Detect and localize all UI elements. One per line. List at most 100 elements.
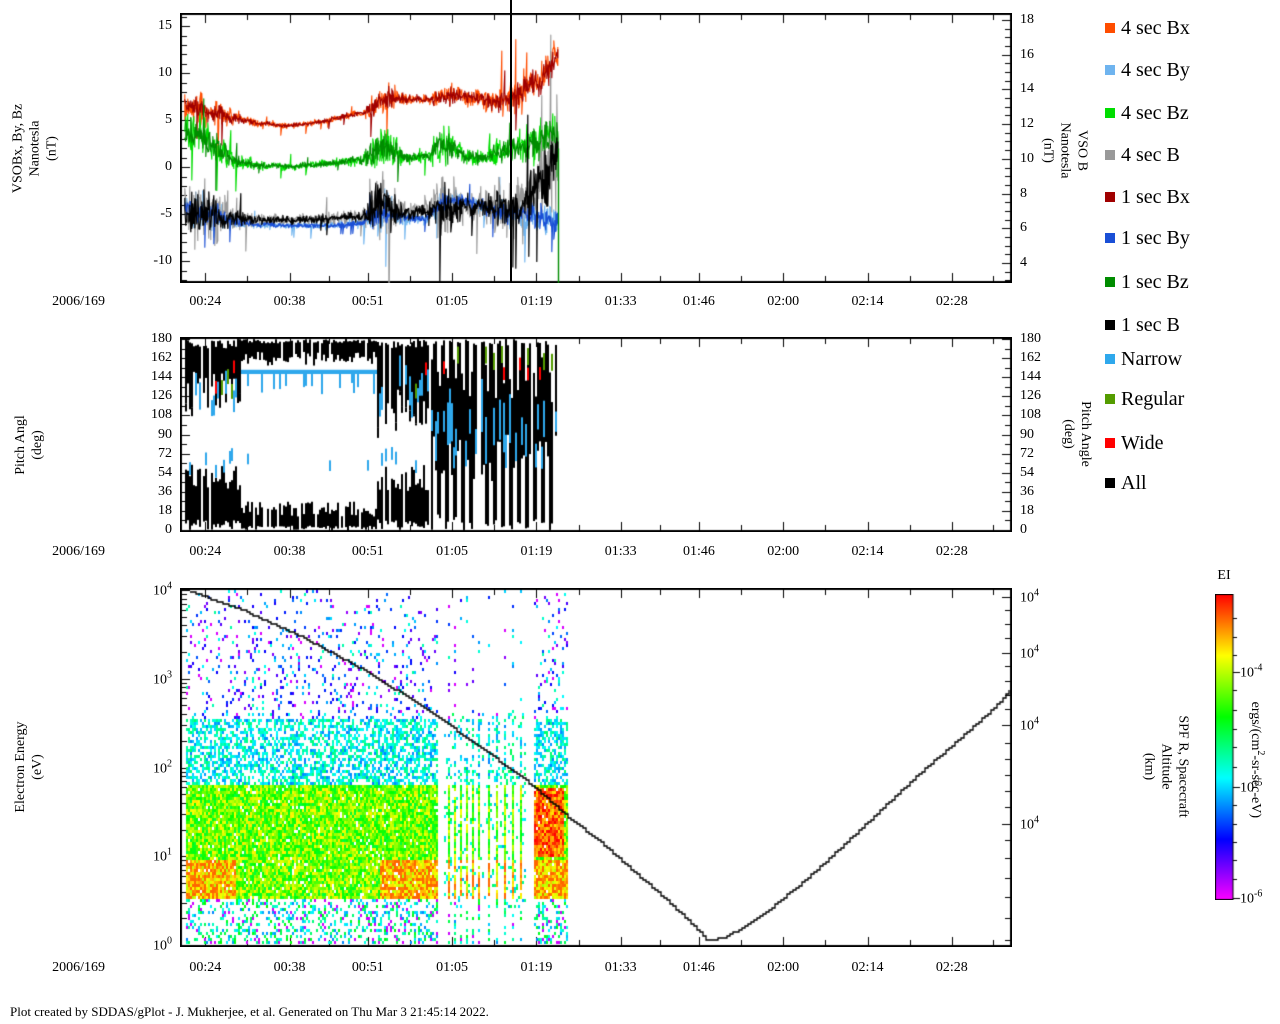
y-tick-label: 54 bbox=[158, 464, 172, 480]
legend-label: 4 sec By bbox=[1121, 58, 1190, 81]
x-tick-label: 02:00 bbox=[767, 294, 800, 309]
x-tick-label: 02:00 bbox=[767, 544, 800, 559]
spec-right-axis-label: SPF R, Spacecraft Altitude (km) bbox=[1141, 714, 1191, 818]
legend-item-1-sec-b: 1 sec B bbox=[1105, 314, 1180, 336]
legend-item-4-sec-b: 4 sec B bbox=[1105, 144, 1180, 166]
y-tick-label: 18 bbox=[1020, 502, 1034, 518]
y-tick-label: 18 bbox=[158, 502, 172, 518]
legend-item-4-sec-bx: 4 sec Bx bbox=[1105, 17, 1190, 39]
x-tick-label: 01:46 bbox=[682, 294, 715, 309]
x-tick-label: 00:24 bbox=[189, 544, 222, 559]
spec-left-axis-label: Electron Energy (eV) bbox=[13, 721, 45, 813]
y-tick-label: 14 bbox=[1020, 81, 1034, 97]
y-tick-label: 18 bbox=[1020, 11, 1034, 27]
x-tick-label: 01:33 bbox=[604, 544, 637, 559]
colorbar-tick-label: 10-6 bbox=[1240, 889, 1263, 907]
y-tick-label: 126 bbox=[151, 388, 172, 404]
x-tick-label: 00:38 bbox=[273, 294, 306, 309]
y-tick-label: 126 bbox=[1020, 388, 1041, 404]
x-tick-label: 00:51 bbox=[351, 544, 384, 559]
legend-label: Wide bbox=[1121, 431, 1164, 454]
legend-swatch bbox=[1105, 320, 1115, 330]
legend-label: Narrow bbox=[1121, 347, 1183, 370]
x-tick-label: 02:28 bbox=[935, 544, 968, 559]
y-tick-label: 6 bbox=[1020, 220, 1027, 236]
y-tick-label: 103 bbox=[153, 669, 172, 688]
x-tick-label: 02:14 bbox=[851, 544, 884, 559]
y-tick-label: 4 bbox=[1020, 255, 1027, 271]
pitch-right-axis-label: Pitch Angle (deg) bbox=[1061, 401, 1093, 467]
legend-swatch bbox=[1105, 394, 1115, 404]
x-tick-label: 02:28 bbox=[935, 960, 968, 975]
legend-item-1-sec-bz: 1 sec Bz bbox=[1105, 271, 1189, 293]
x-tick-label: 02:14 bbox=[851, 294, 884, 309]
x-tick-label: 01:05 bbox=[436, 294, 469, 309]
x-tick-label: 02:28 bbox=[935, 294, 968, 309]
date-label-pitch: 2006/169 bbox=[52, 544, 105, 559]
y-tick-label: 104 bbox=[1020, 643, 1039, 662]
x-tick-label: 00:51 bbox=[351, 294, 384, 309]
y-tick-label: 90 bbox=[1020, 426, 1034, 442]
legend-label: 1 sec By bbox=[1121, 226, 1190, 249]
x-tick-label: 02:00 bbox=[767, 960, 800, 975]
y-tick-label: 104 bbox=[1020, 814, 1039, 833]
y-tick-label: 10 bbox=[1020, 150, 1034, 166]
x-tick-label: 01:33 bbox=[604, 294, 637, 309]
y-tick-label: 36 bbox=[1020, 483, 1034, 499]
x-tick-label: 00:38 bbox=[273, 960, 306, 975]
y-tick-label: 102 bbox=[153, 758, 172, 776]
x-tick-label: 01:19 bbox=[520, 544, 553, 559]
legend-label: 4 sec Bx bbox=[1121, 16, 1190, 39]
y-tick-label: 101 bbox=[153, 846, 172, 865]
y-tick-label: 162 bbox=[151, 350, 172, 366]
x-tick-label: 00:38 bbox=[273, 544, 306, 559]
y-tick-label: 0 bbox=[165, 522, 172, 537]
y-tick-label: 0 bbox=[165, 159, 172, 175]
legend-label: 1 sec Bx bbox=[1121, 185, 1190, 208]
y-tick-label: 36 bbox=[158, 483, 172, 499]
y-tick-label: 90 bbox=[158, 426, 172, 442]
date-label-mag: 2006/169 bbox=[52, 294, 105, 309]
legend-item-wide: Wide bbox=[1105, 432, 1164, 454]
x-tick-label: 02:14 bbox=[851, 960, 884, 975]
legend-item-all: All bbox=[1105, 472, 1147, 494]
legend-label: 1 sec Bz bbox=[1121, 270, 1189, 293]
y-tick-label: 12 bbox=[1020, 116, 1034, 132]
spectrogram-plot-canvas bbox=[180, 588, 1012, 947]
y-tick-label: 180 bbox=[1020, 331, 1041, 346]
x-tick-label: 01:05 bbox=[436, 544, 469, 559]
legend-swatch bbox=[1105, 108, 1115, 118]
y-tick-label: -5 bbox=[160, 206, 172, 222]
y-tick-label: 15 bbox=[158, 18, 172, 34]
colorbar-tick-label: 10-5 bbox=[1240, 777, 1263, 796]
y-tick-label: 162 bbox=[1020, 350, 1041, 366]
legend-label: All bbox=[1121, 471, 1147, 494]
legend-swatch bbox=[1105, 277, 1115, 287]
colorbar-canvas bbox=[1215, 594, 1241, 900]
x-tick-label: 00:24 bbox=[189, 294, 222, 309]
y-tick-label: 108 bbox=[1020, 407, 1041, 423]
x-tick-label: 01:19 bbox=[520, 294, 553, 309]
legend-item-1-sec-by: 1 sec By bbox=[1105, 227, 1190, 249]
legend-swatch bbox=[1105, 150, 1115, 160]
legend-swatch bbox=[1105, 438, 1115, 448]
y-tick-label: 72 bbox=[1020, 445, 1034, 461]
x-tick-label: 01:05 bbox=[436, 960, 469, 975]
legend-item-narrow: Narrow bbox=[1105, 348, 1182, 370]
y-tick-label: 0 bbox=[1020, 522, 1027, 537]
legend-item-4-sec-bz: 4 sec Bz bbox=[1105, 102, 1189, 124]
pitch-angle-plot-canvas bbox=[180, 337, 1012, 532]
colorbar-unit-label: ergs/(cm2-sr-sec-eV) bbox=[1248, 701, 1266, 819]
legend-swatch bbox=[1105, 65, 1115, 75]
y-tick-label: 72 bbox=[158, 445, 172, 461]
y-tick-label: 8 bbox=[1020, 185, 1027, 201]
y-tick-label: 54 bbox=[1020, 464, 1034, 480]
legend-item-1-sec-bx: 1 sec Bx bbox=[1105, 186, 1190, 208]
legend-swatch bbox=[1105, 354, 1115, 364]
legend-swatch bbox=[1105, 192, 1115, 202]
x-tick-label: 01:46 bbox=[682, 544, 715, 559]
y-tick-label: 104 bbox=[1020, 587, 1039, 606]
y-tick-label: 5 bbox=[165, 112, 172, 128]
colorbar-tick-label: 10-4 bbox=[1240, 662, 1263, 681]
